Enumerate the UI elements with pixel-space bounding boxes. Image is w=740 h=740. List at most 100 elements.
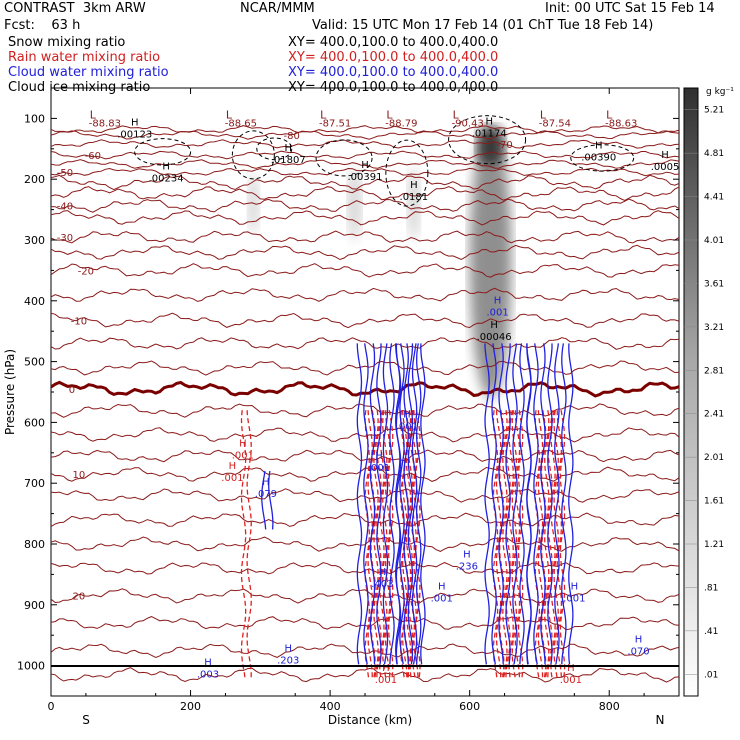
rain-max-value: .001 bbox=[375, 675, 397, 686]
cloud-ice-contour bbox=[315, 139, 373, 177]
colorbar-label: 3.21 bbox=[704, 323, 724, 333]
rain-contour bbox=[405, 410, 412, 678]
temperature-contour bbox=[51, 139, 679, 149]
low-value: -88.65 bbox=[225, 118, 257, 129]
cloud-water-contour bbox=[399, 343, 405, 665]
colorbar-label: 4.81 bbox=[704, 149, 724, 159]
field-name-rain: Rain water mixing ratio bbox=[8, 50, 161, 65]
temperature-contour bbox=[51, 667, 679, 683]
rain-contour bbox=[387, 410, 394, 678]
colorbar-label: 1.21 bbox=[704, 540, 724, 550]
low-marker: L bbox=[226, 108, 233, 121]
rain-contour bbox=[382, 410, 388, 678]
y-tick-label: 900 bbox=[24, 599, 45, 612]
rain-contour bbox=[246, 410, 252, 678]
cloud-water-max-marker: H bbox=[571, 582, 579, 593]
low-marker: L bbox=[386, 108, 393, 121]
rain-max-marker: H bbox=[382, 663, 390, 674]
temperature-contour bbox=[51, 403, 679, 418]
rain-contour bbox=[379, 410, 385, 678]
y-tick-label: 1000 bbox=[17, 660, 45, 673]
cloud-ice-max-value: .01174 bbox=[472, 128, 507, 139]
cloud-water-max-value: .001 bbox=[486, 308, 508, 319]
y-axis-label: Pressure (hPa) bbox=[3, 349, 17, 435]
init-time: Init: 00 UTC Sat 15 Feb 14 bbox=[545, 1, 715, 16]
rain-contour bbox=[385, 410, 391, 678]
temperature-label: -40 bbox=[57, 201, 73, 212]
cloud-ice-max-marker: H bbox=[361, 160, 369, 171]
temperature-contour bbox=[51, 449, 679, 463]
cloud-water-max-marker: H bbox=[284, 644, 292, 655]
cloud-water-contour bbox=[411, 343, 418, 665]
cloud-ice-contour bbox=[448, 115, 527, 165]
cloud-water-contour bbox=[261, 470, 267, 530]
temperature-contour bbox=[51, 186, 679, 201]
cloud-ice-max-marker: H bbox=[595, 141, 603, 152]
field-xy-snow: XY= 400.0,100.0 to 400.0,400.0 bbox=[288, 35, 499, 50]
colorbar-label: 2.81 bbox=[704, 366, 724, 376]
temperature-label: 20 bbox=[73, 592, 86, 603]
temperature-contour bbox=[51, 150, 679, 160]
low-marker: L bbox=[90, 108, 97, 121]
cloud-water-max-marker: H bbox=[379, 567, 387, 578]
snow-max-marker: H bbox=[490, 320, 498, 331]
y-tick-label: 400 bbox=[24, 295, 45, 308]
cloud-water-max-value: .203 bbox=[277, 656, 299, 667]
rain-contour bbox=[550, 410, 556, 678]
cloud-ice-max-value: .00390 bbox=[581, 153, 616, 164]
y-tick-label: 300 bbox=[24, 234, 45, 247]
colorbar-label: .41 bbox=[704, 627, 718, 637]
cloud-water-contour bbox=[363, 343, 369, 665]
low-value: -87.54 bbox=[539, 118, 571, 129]
temperature-contour bbox=[51, 263, 679, 278]
low-marker: L bbox=[606, 108, 613, 121]
snow-plume bbox=[407, 167, 421, 240]
low-value: -87.51 bbox=[319, 118, 351, 129]
temperature-label: -70 bbox=[496, 140, 512, 151]
colorbar-label: 4.41 bbox=[704, 193, 724, 203]
temperature-label: -10 bbox=[71, 316, 87, 327]
cloud-water-contour bbox=[547, 343, 553, 665]
cloud-ice-contour bbox=[256, 137, 293, 161]
x-axis-label: Distance (km) bbox=[328, 713, 412, 727]
cloud-water-contour bbox=[407, 343, 414, 665]
contour-labels-layer: -80-70-60-50-40-30-20-1001020L-88.83L-88… bbox=[57, 108, 680, 686]
cloud-water-max-marker: H bbox=[262, 477, 270, 488]
field-name-cloud-water: Cloud water mixing ratio bbox=[8, 65, 169, 80]
field-xy-rain: XY= 400.0,100.0 to 400.0,400.0 bbox=[288, 50, 499, 65]
cloud-water-contour bbox=[420, 343, 426, 665]
cloud-ice-max-marker: H bbox=[131, 118, 139, 129]
temperature-contour bbox=[51, 174, 679, 191]
rain-contour bbox=[413, 410, 419, 678]
cloud-water-max-value: .001 bbox=[368, 463, 390, 474]
colorbar-label: 3.61 bbox=[704, 279, 724, 289]
snow-plume bbox=[347, 167, 362, 240]
rain-max-marker: H bbox=[567, 663, 575, 674]
x-tick-label: 400 bbox=[320, 700, 341, 713]
temperature-contour bbox=[51, 130, 679, 140]
cloud-water-max-value: .070 bbox=[627, 646, 649, 657]
snow-plume bbox=[469, 124, 512, 399]
cloud-ice-max-marker: H bbox=[485, 116, 493, 127]
cloud-water-contour bbox=[561, 343, 567, 665]
low-value: -88.63 bbox=[605, 118, 637, 129]
cloud-water-max-marker: H bbox=[463, 549, 471, 560]
colorbar: g kg⁻¹ .01 .41 .81 1.21 1.61 2.01 2.41 2.81 3.21 3… bbox=[683, 87, 734, 697]
cloud-water-contour bbox=[533, 343, 539, 665]
cloud-water-contour bbox=[540, 343, 546, 665]
colorbar-label: 5.21 bbox=[704, 106, 724, 116]
rain-contour bbox=[502, 410, 508, 678]
rain-max-marker: H bbox=[229, 461, 237, 472]
temperature-contour bbox=[51, 230, 679, 244]
cloud-ice-max-marker: H bbox=[661, 150, 669, 161]
cloud-water-max-marker: H bbox=[403, 409, 411, 420]
colorbar-ramp bbox=[683, 87, 699, 697]
temperature-label: -80 bbox=[284, 131, 300, 142]
temperature-contour bbox=[51, 337, 679, 350]
cloud-water-contour bbox=[389, 343, 395, 665]
colorbar-label: 2.01 bbox=[704, 453, 724, 463]
center-name: NCAR/MMM bbox=[240, 1, 315, 16]
cloud-water-contour bbox=[403, 343, 409, 665]
y-tick-label: 700 bbox=[24, 477, 45, 490]
cloud-water-max-marker: H bbox=[375, 451, 383, 462]
